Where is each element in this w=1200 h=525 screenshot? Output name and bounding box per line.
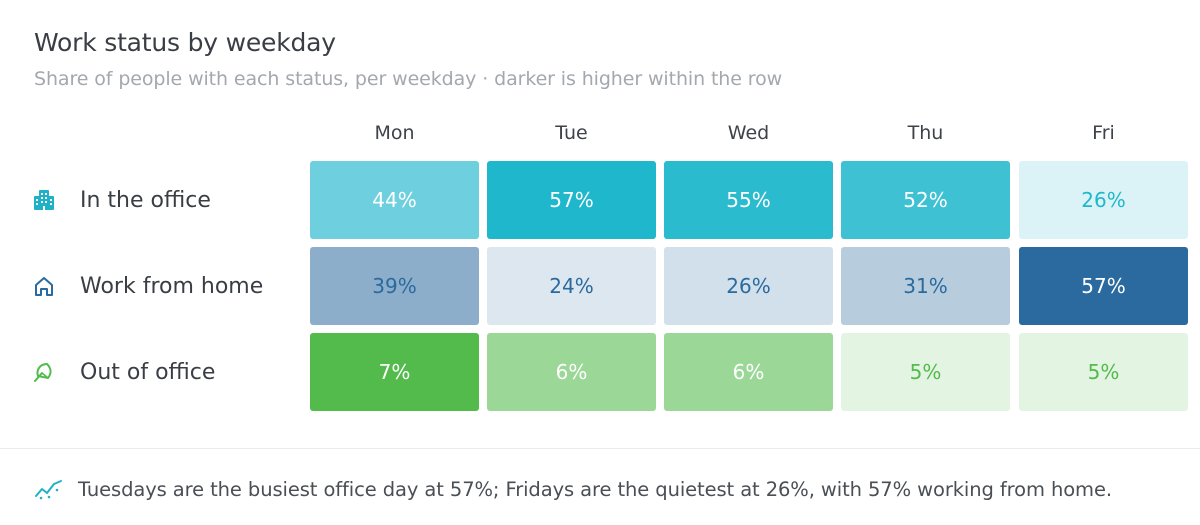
heatmap-cell: 52%: [841, 161, 1010, 239]
umbrella-icon: [32, 359, 58, 385]
column-header-thu: Thu: [907, 122, 944, 144]
heatmap-cell: 44%: [310, 161, 479, 239]
trend-icon: [34, 477, 64, 501]
row-label-text: In the office: [80, 187, 211, 213]
heatmap-cell: 31%: [841, 247, 1010, 325]
row-label-home: Work from home: [32, 247, 263, 325]
heatmap-cell: 5%: [1019, 333, 1188, 411]
heatmap-cell: 57%: [487, 161, 656, 239]
heatmap-cell: 26%: [1019, 161, 1188, 239]
chart-title: Work status by weekday: [34, 28, 336, 57]
column-header-fri: Fri: [1092, 122, 1115, 144]
home-icon: [32, 273, 58, 299]
insight-text: Tuesdays are the busiest office day at 5…: [78, 477, 1112, 501]
heatmap-cell: 6%: [664, 333, 833, 411]
row-label-text: Out of office: [80, 359, 216, 385]
column-header-tue: Tue: [555, 122, 588, 144]
heatmap-cell: 55%: [664, 161, 833, 239]
row-label-text: Work from home: [80, 273, 264, 299]
row-label-office: In the office: [32, 161, 211, 239]
column-header-wed: Wed: [727, 122, 770, 144]
heatmap-cell: 5%: [841, 333, 1010, 411]
divider: [0, 448, 1200, 449]
heatmap-cell: 6%: [487, 333, 656, 411]
heatmap-cell: 7%: [310, 333, 479, 411]
heatmap-cell: 39%: [310, 247, 479, 325]
heatmap-cell: 24%: [487, 247, 656, 325]
chart-subtitle: Share of people with each status, per we…: [34, 68, 783, 90]
row-label-out: Out of office: [32, 333, 215, 411]
heatmap-cell: 26%: [664, 247, 833, 325]
building-icon: [32, 187, 58, 213]
insight-footer: Tuesdays are the busiest office day at 5…: [34, 474, 1112, 504]
heatmap-cell: 57%: [1019, 247, 1188, 325]
column-header-mon: Mon: [374, 122, 415, 144]
